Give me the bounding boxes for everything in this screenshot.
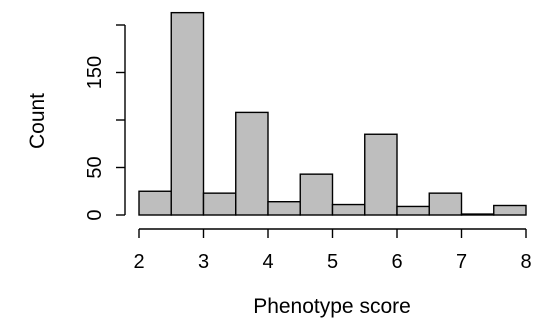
x-tick-label-2: 4	[262, 251, 273, 273]
y-tick-label-3: 150	[84, 56, 106, 89]
histogram-bar-7	[364, 133, 398, 216]
histogram-bar-10	[460, 213, 495, 216]
histogram-bars	[138, 11, 527, 216]
y-axis: 0 50 150	[84, 24, 126, 221]
x-tick-label-6: 8	[520, 251, 531, 273]
y-tick-label-1: 50	[84, 156, 106, 178]
x-tick-label-0: 2	[133, 251, 144, 273]
histogram-bar-9	[428, 192, 463, 216]
x-tick-label-3: 5	[327, 251, 338, 273]
x-tick-label-1: 3	[198, 251, 209, 273]
histogram-bar-0	[138, 190, 172, 216]
x-tick-label-5: 7	[456, 251, 467, 273]
histogram-bar-11	[493, 204, 527, 216]
histogram-bar-5	[299, 173, 334, 216]
y-tick-label-0: 0	[84, 209, 106, 220]
histogram-bar-2	[202, 192, 237, 216]
y-axis-label: Count	[26, 93, 49, 149]
histogram-bar-3	[235, 111, 269, 216]
histogram-bar-6	[331, 203, 366, 216]
x-axis-label: Phenotype score	[253, 295, 411, 318]
x-axis: 2 3 4 5 6 7 8	[133, 228, 532, 273]
histogram-bar-4	[267, 200, 301, 216]
histogram-bar-1	[170, 11, 205, 216]
histogram-bar-8	[396, 205, 430, 216]
x-tick-label-4: 6	[391, 251, 402, 273]
